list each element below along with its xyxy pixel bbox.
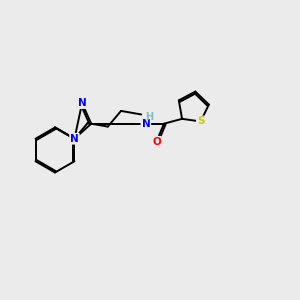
Text: N: N bbox=[70, 134, 79, 144]
Text: S: S bbox=[197, 116, 204, 127]
Text: N: N bbox=[78, 98, 86, 108]
Text: N: N bbox=[142, 119, 150, 129]
Text: H: H bbox=[145, 112, 153, 122]
Text: O: O bbox=[152, 137, 161, 147]
